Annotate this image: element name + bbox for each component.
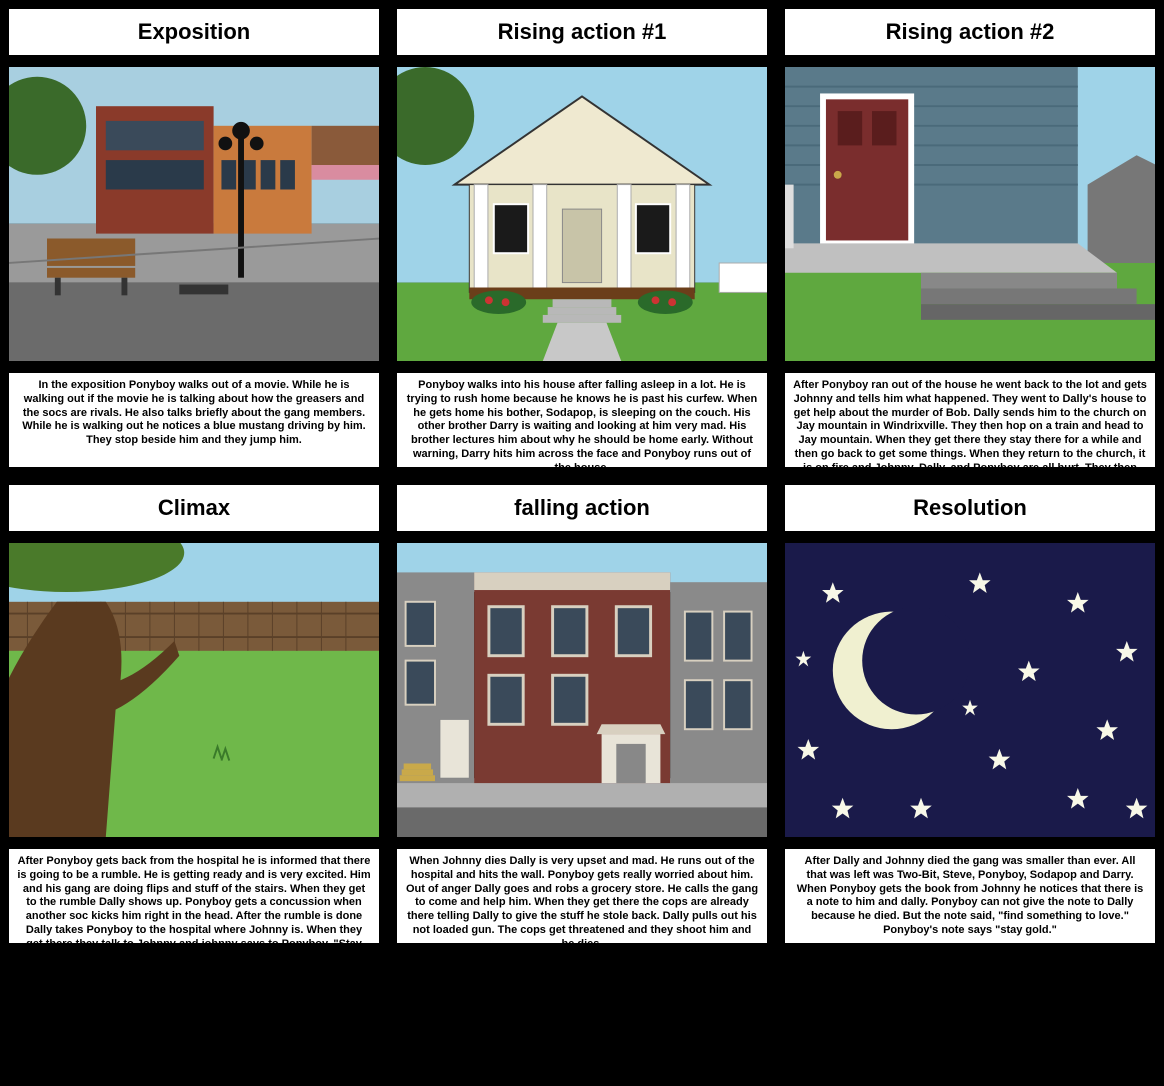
panel-desc: After Ponyboy gets back from the hospita… xyxy=(6,846,382,946)
panel-title-box: Rising action #2 xyxy=(782,6,1158,58)
panel-title-box: Resolution xyxy=(782,482,1158,534)
panel-title: Exposition xyxy=(15,19,373,45)
panel-desc: After Ponyboy ran out of the house he we… xyxy=(782,370,1158,470)
panel-title: falling action xyxy=(403,495,761,521)
panel-desc: In the exposition Ponyboy walks out of a… xyxy=(6,370,382,470)
panel-desc: When Johnny dies Dally is very upset and… xyxy=(394,846,770,946)
panel-title-box: Climax xyxy=(6,482,382,534)
panel-title: Resolution xyxy=(791,495,1149,521)
storyboard-grid: Exposition xyxy=(4,4,1160,948)
scene-house-front xyxy=(394,64,770,364)
panel-title: Rising action #2 xyxy=(791,19,1149,45)
panel-desc: After Dally and Johnny died the gang was… xyxy=(782,846,1158,946)
panel-falling-action: falling action xyxy=(392,480,772,948)
scene-street xyxy=(6,64,382,364)
panel-title: Climax xyxy=(15,495,373,521)
panel-exposition: Exposition xyxy=(4,4,384,472)
panel-resolution: Resolution xyxy=(780,480,1160,948)
scene-night xyxy=(782,540,1158,840)
panel-rising-1: Rising action #1 xyxy=(392,4,772,472)
panel-title-box: falling action xyxy=(394,482,770,534)
scene-backyard xyxy=(6,540,382,840)
panel-title: Rising action #1 xyxy=(403,19,761,45)
panel-climax: Climax After Ponyboy xyxy=(4,480,384,948)
scene-porch-side xyxy=(782,64,1158,364)
panel-title-box: Rising action #1 xyxy=(394,6,770,58)
panel-desc: Ponyboy walks into his house after falli… xyxy=(394,370,770,470)
panel-rising-2: Rising action #2 xyxy=(780,4,1160,472)
scene-rowhouse xyxy=(394,540,770,840)
panel-title-box: Exposition xyxy=(6,6,382,58)
